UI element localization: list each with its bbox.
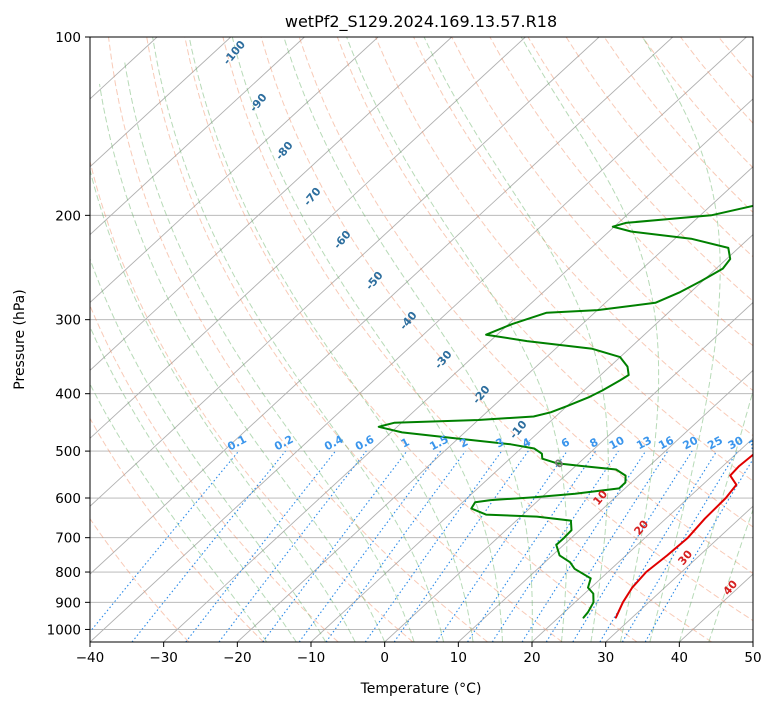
y-tick-label: 300 <box>55 313 81 329</box>
mixing-ratio-label: 20 <box>681 434 701 453</box>
isotherm-line <box>384 301 753 642</box>
x-axis: −40 −30 −20 −10 0 10 20 30 40 50 <box>76 642 762 666</box>
isotherm-line <box>237 166 753 642</box>
mixing-ratio-line <box>325 450 466 642</box>
x-tick-label: 10 <box>450 650 467 666</box>
isotherm-line <box>531 437 753 642</box>
dry-adiabat-line <box>222 37 712 642</box>
moist-adiabat-line <box>188 37 474 642</box>
x-tick-label: −30 <box>149 650 178 666</box>
mixing-ratio-line <box>90 450 240 633</box>
dry-adiabat-line <box>90 304 339 642</box>
moist-adiabat-line <box>90 257 327 642</box>
isotherm-line <box>90 37 379 304</box>
x-tick-label: 50 <box>744 650 761 666</box>
x-tick-label: −10 <box>297 650 326 666</box>
y-tick-label: 900 <box>55 595 81 611</box>
y-tick-label: 700 <box>55 531 81 547</box>
dry-adiabat-line <box>90 417 264 642</box>
y-tick-label: 1000 <box>47 622 81 638</box>
dry-adiabat-line <box>413 37 753 437</box>
x-tick-label: 40 <box>671 650 688 666</box>
y-tick-label: 400 <box>55 387 81 403</box>
dry-adiabat-line <box>90 159 414 642</box>
mixing-ratio-line <box>599 450 718 642</box>
isotherm-line <box>458 369 753 642</box>
x-axis-title: Temperature (°C) <box>360 681 482 697</box>
moist-adiabats <box>90 37 753 642</box>
temperature-line <box>614 453 753 619</box>
isotherm-line <box>90 37 305 236</box>
mixing-ratio-label: 13 <box>634 434 654 453</box>
isotherm-line <box>90 37 600 507</box>
mixing-ratio-line <box>545 450 669 642</box>
moist-adiabat-line <box>346 37 568 642</box>
mixing-ratio-line <box>491 450 619 642</box>
dry-adiabat-line <box>90 517 190 642</box>
moist-adiabat-line <box>520 37 660 642</box>
moist-adiabat-line <box>90 325 297 642</box>
dry-adiabat-line <box>108 37 488 642</box>
dry-adiabat-line <box>375 37 753 482</box>
moist-adiabat-line <box>90 382 268 642</box>
isotherm-line <box>163 98 753 642</box>
dry-adiabat-line <box>451 37 753 392</box>
moist-adiabat-line <box>99 83 386 642</box>
isotherm-line <box>90 37 674 575</box>
dry-adiabat-line <box>184 37 638 642</box>
isotherm-line <box>90 37 232 168</box>
y-tick-label: 600 <box>55 491 81 507</box>
mixing-ratio-label: 16 <box>656 434 676 453</box>
isobar-grid <box>90 37 753 630</box>
mixing-ratio-label: 36 <box>747 434 767 453</box>
moist-adiabat-line <box>283 37 533 642</box>
isotherm-line <box>90 37 747 642</box>
moist-adiabat-line <box>124 61 415 642</box>
mixing-ratio-line <box>364 450 503 642</box>
dry-adiabat-line <box>260 37 753 622</box>
mixing-ratio-label: 10 <box>607 434 627 453</box>
x-tick-label: 20 <box>523 650 540 666</box>
y-tick-label: 500 <box>55 444 81 460</box>
x-tick-label: 0 <box>380 650 389 666</box>
mixing-ratio-line <box>131 450 286 642</box>
dry-adiabats <box>90 37 753 642</box>
x-tick-label: −40 <box>76 650 105 666</box>
isotherm-line <box>90 37 453 372</box>
chart-title: wetPf2_S129.2024.169.13.57.R18 <box>285 12 557 32</box>
plot-frame <box>89 36 754 643</box>
isotherm-line <box>605 505 753 642</box>
isotherm-grid <box>90 37 753 642</box>
y-axis-title: Pressure (hPa) <box>12 289 28 389</box>
plot-area: 0.10.20.40.611.52346810131620253036 -100… <box>90 37 767 642</box>
y-tick-label: 800 <box>55 565 81 581</box>
mixing-ratio-line <box>435 450 568 642</box>
mixing-ratio-label: 25 <box>705 434 725 453</box>
y-tick-label: 200 <box>55 208 81 224</box>
mixing-ratio-label: 30 <box>726 434 746 453</box>
isotherm-line <box>310 234 753 642</box>
mixing-ratio-line <box>262 450 408 642</box>
dewpoint-line <box>377 204 753 619</box>
profile-lines <box>377 204 753 619</box>
mixing-ratio-line <box>298 450 442 642</box>
isotherm-line <box>90 37 526 439</box>
dry-adiabat-line <box>527 37 753 302</box>
y-axis: 100 200 300 400 500 600 700 800 900 1000 <box>47 30 90 638</box>
moist-adiabat-line <box>90 168 356 642</box>
mixing-ratio-line <box>393 450 529 642</box>
dry-adiabat-line <box>336 37 753 528</box>
x-tick-label: −20 <box>223 650 252 666</box>
moist-adiabat-line <box>152 37 445 642</box>
y-tick-label: 100 <box>55 30 81 46</box>
moist-adiabat-line <box>423 37 609 642</box>
dry-adiabat-line <box>146 37 563 642</box>
x-tick-label: 30 <box>597 650 614 666</box>
dry-adiabat-line <box>298 37 753 575</box>
